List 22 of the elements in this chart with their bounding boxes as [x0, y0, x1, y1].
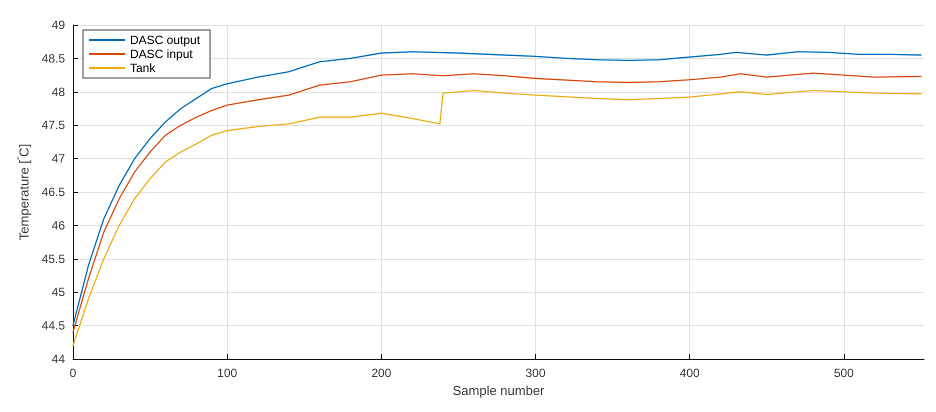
- y-tick-label: 44.5: [42, 318, 66, 333]
- x-tick-label: 0: [70, 366, 77, 380]
- y-tick-label: 46: [52, 218, 66, 232]
- y-tick-label: 45: [52, 285, 66, 300]
- x-tick-label: 500: [834, 366, 854, 380]
- y-axis-title: Temperature [°C]: [16, 144, 32, 240]
- x-tick-label: 200: [371, 366, 392, 380]
- y-tick-label: 48: [52, 84, 66, 99]
- x-tick-label: 100: [217, 366, 238, 380]
- y-tick-label: 47.5: [42, 118, 66, 132]
- y-tick-label: 46.5: [42, 185, 66, 199]
- x-axis-title: Sample number: [452, 382, 546, 398]
- y-tick-label: 48.5: [42, 51, 66, 66]
- x-tick-label: 300: [525, 366, 546, 380]
- y-tick-label: 45.5: [42, 252, 66, 266]
- y-tick-label: 44: [52, 352, 66, 366]
- legend-label: Tank: [130, 61, 156, 75]
- y-tick-label: 49: [52, 18, 66, 32]
- legend-label: DASC input: [130, 47, 194, 61]
- legend-label: DASC output: [130, 33, 201, 47]
- x-tick-label: 400: [680, 366, 700, 380]
- y-tick-label: 47: [52, 152, 66, 166]
